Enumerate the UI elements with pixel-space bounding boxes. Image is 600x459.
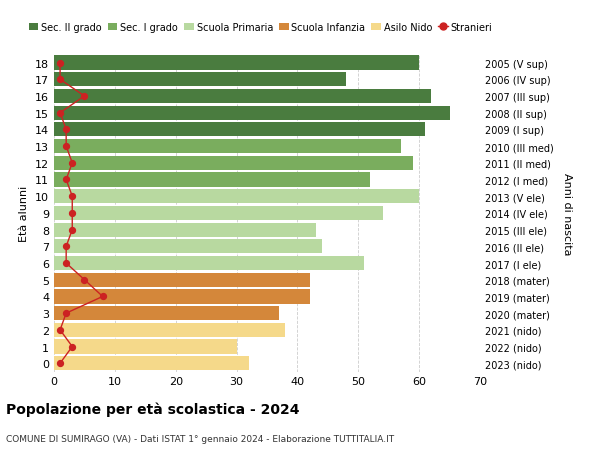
Bar <box>54 173 370 187</box>
Point <box>67 160 77 167</box>
Bar <box>54 56 419 71</box>
Bar <box>54 157 413 170</box>
Bar <box>54 306 279 320</box>
Bar <box>54 73 346 87</box>
Y-axis label: Anni di nascita: Anni di nascita <box>562 172 572 255</box>
Point <box>61 260 71 267</box>
Point <box>55 360 65 367</box>
Point <box>98 293 107 301</box>
Text: COMUNE DI SUMIRAGO (VA) - Dati ISTAT 1° gennaio 2024 - Elaborazione TUTTITALIA.I: COMUNE DI SUMIRAGO (VA) - Dati ISTAT 1° … <box>6 434 394 442</box>
Bar <box>54 106 449 121</box>
Point <box>80 276 89 284</box>
Bar <box>54 273 310 287</box>
Text: Popolazione per età scolastica - 2024: Popolazione per età scolastica - 2024 <box>6 402 299 416</box>
Point <box>55 76 65 84</box>
Bar <box>54 90 431 104</box>
Point <box>67 193 77 201</box>
Bar <box>54 240 322 254</box>
Bar <box>54 257 364 270</box>
Point <box>61 310 71 317</box>
Point <box>61 143 71 151</box>
Point <box>80 93 89 101</box>
Bar <box>54 356 249 370</box>
Bar <box>54 140 401 154</box>
Point <box>67 226 77 234</box>
Bar <box>54 123 425 137</box>
Legend: Sec. II grado, Sec. I grado, Scuola Primaria, Scuola Infanzia, Asilo Nido, Stran: Sec. II grado, Sec. I grado, Scuola Prim… <box>25 19 496 37</box>
Point <box>61 243 71 251</box>
Bar <box>54 190 419 204</box>
Point <box>61 176 71 184</box>
Point <box>61 126 71 134</box>
Point <box>55 60 65 67</box>
Point <box>55 110 65 117</box>
Bar <box>54 290 310 304</box>
Point <box>67 343 77 351</box>
Y-axis label: Età alunni: Età alunni <box>19 185 29 241</box>
Bar <box>54 323 285 337</box>
Bar <box>54 223 316 237</box>
Point <box>55 326 65 334</box>
Bar <box>54 207 383 220</box>
Bar <box>54 340 236 354</box>
Point <box>67 210 77 217</box>
